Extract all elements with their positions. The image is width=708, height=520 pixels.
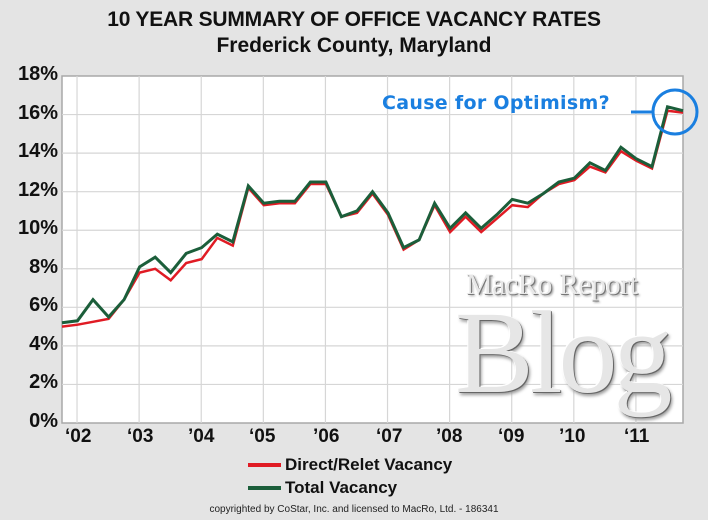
- y-tick-label: 0%: [29, 410, 58, 432]
- watermark-macro-report: MacRo Report: [466, 268, 638, 301]
- y-tick-label: 14%: [17, 140, 58, 163]
- chart-title: 10 YEAR SUMMARY OF OFFICE VACANCY RATES: [107, 8, 601, 31]
- x-tick-label: ‘11: [624, 426, 650, 447]
- plot-frame: [61, 75, 684, 424]
- y-tick-label: 10%: [17, 217, 58, 240]
- x-tick-label: ’08: [436, 426, 463, 447]
- vertical-gridlines: [76, 76, 637, 423]
- y-tick-label: 4%: [29, 332, 58, 355]
- x-tick-label: ‘02: [65, 426, 92, 447]
- series-direct-relet-vacancy: [61, 109, 684, 328]
- legend-item-direct: Direct/Relet Vacancy: [248, 455, 452, 475]
- x-tick-label: ‘09: [498, 426, 525, 447]
- legend-label: Total Vacancy: [285, 478, 398, 497]
- y-tick-label: 18%: [17, 63, 58, 85]
- watermark-blog: Blog: [455, 287, 672, 418]
- y-tick-label: 8%: [29, 255, 58, 278]
- chart-subtitle: Frederick County, Maryland: [216, 34, 492, 57]
- series-total-vacancy: [61, 104, 684, 325]
- legend-label: Direct/Relet Vacancy: [285, 455, 453, 474]
- legend-swatch-red: [248, 463, 281, 467]
- x-tick-label: ’06: [313, 426, 340, 447]
- x-tick-label: ’10: [559, 426, 586, 447]
- y-tick-label: 12%: [17, 178, 58, 201]
- legend-swatch-green: [248, 486, 281, 490]
- y-tick-label: 16%: [17, 101, 58, 124]
- x-tick-label: ‘05: [249, 426, 276, 447]
- copyright-credit: copyrighted by CoStar, Inc. and licensed…: [209, 504, 499, 515]
- x-tick-label: ’04: [188, 426, 215, 447]
- annotation-text: Cause for Optimism?: [382, 92, 610, 114]
- x-tick-label: ‘07: [376, 426, 403, 447]
- x-tick-label: ‘03: [127, 426, 154, 447]
- legend-item-total: Total Vacancy: [248, 478, 397, 498]
- y-tick-label: 6%: [29, 294, 58, 317]
- y-tick-label: 2%: [29, 371, 58, 394]
